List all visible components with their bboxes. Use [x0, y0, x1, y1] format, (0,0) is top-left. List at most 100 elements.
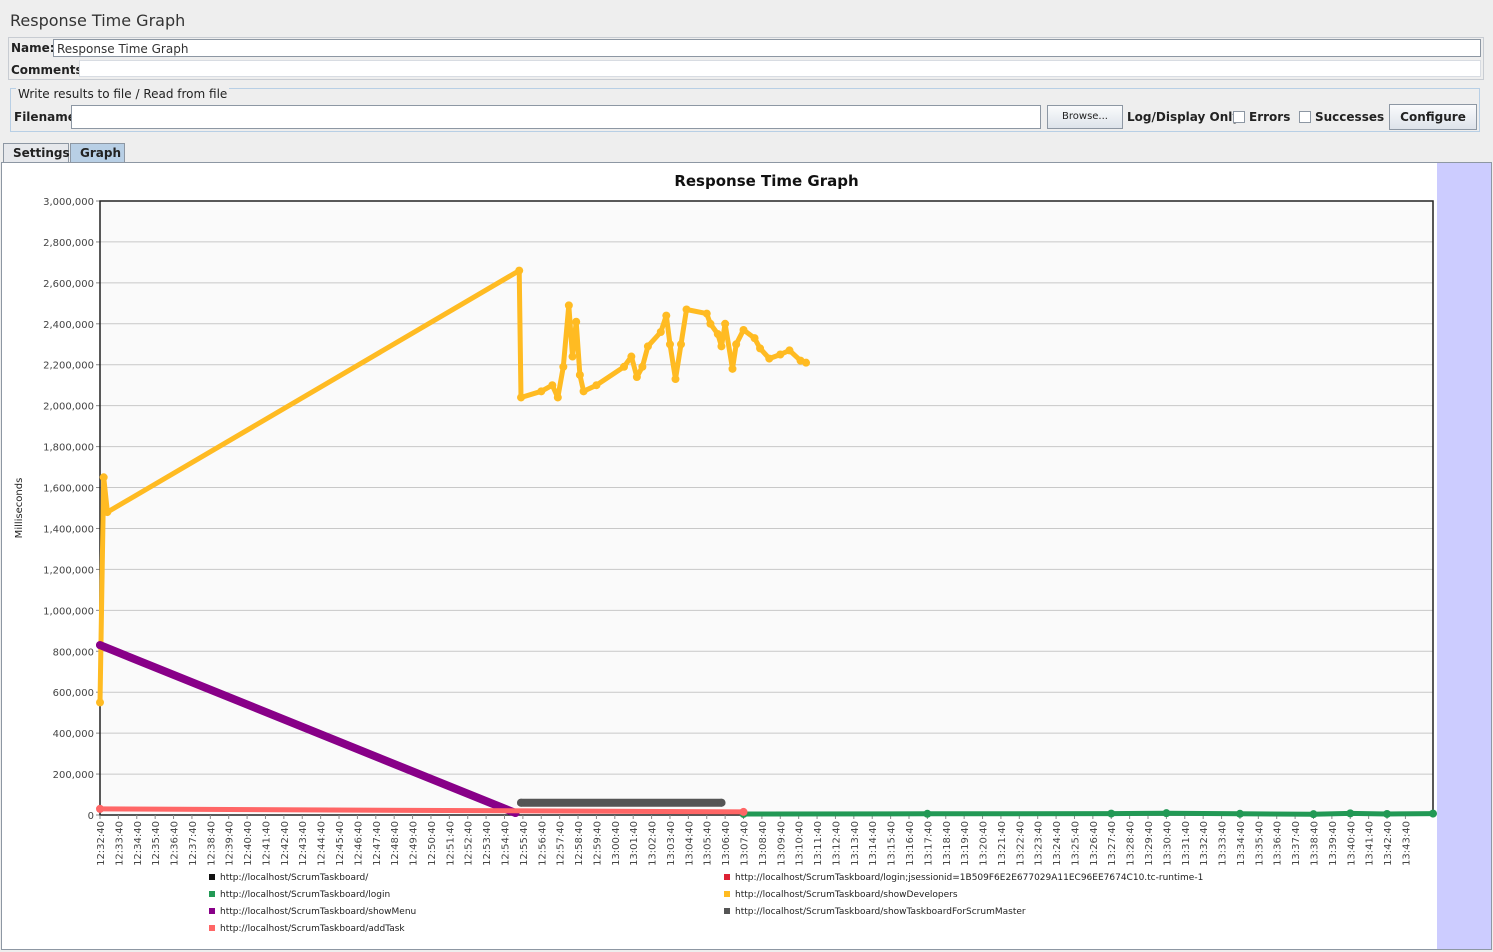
comments-input[interactable] [79, 60, 1481, 77]
x-tick-label: 12:55:40 [519, 821, 530, 866]
data-point [776, 350, 785, 359]
name-input[interactable]: Response Time Graph [53, 39, 1481, 57]
data-point [620, 362, 629, 371]
data-point [553, 393, 562, 402]
x-tick-label: 12:56:40 [537, 821, 548, 866]
x-tick-label: 13:36:40 [1273, 821, 1284, 866]
x-tick-label: 12:48:40 [390, 821, 401, 866]
data-point [765, 354, 774, 363]
data-point [717, 342, 726, 351]
y-tick-label: 600,000 [53, 688, 94, 699]
data-point [575, 370, 584, 379]
series-line [96, 641, 520, 817]
y-tick-label: 2,400,000 [43, 320, 94, 331]
x-tick-label: 12:41:40 [261, 821, 272, 866]
file-group-legend: Write results to file / Read from file [16, 87, 230, 101]
data-point [537, 387, 546, 396]
filename-input[interactable] [71, 105, 1041, 129]
x-tick-label: 13:06:40 [721, 821, 732, 866]
x-tick-label: 13:02:40 [648, 821, 659, 866]
y-tick-label: 3,000,000 [43, 197, 94, 208]
data-point [103, 508, 112, 517]
data-point [677, 340, 686, 349]
x-tick-label: 12:58:40 [574, 821, 585, 866]
data-point [665, 340, 674, 349]
x-tick-label: 13:23:40 [1034, 821, 1045, 866]
data-point [592, 381, 601, 390]
legend-swatch [209, 891, 215, 897]
data-point [638, 362, 647, 371]
legend-swatch [724, 908, 730, 914]
legend-swatch [209, 925, 215, 931]
configure-button[interactable]: Configure [1389, 104, 1477, 130]
data-point [517, 393, 526, 402]
x-tick-label: 13:10:40 [795, 821, 806, 866]
data-point [713, 330, 722, 339]
data-point [785, 346, 794, 355]
x-tick-label: 13:32:40 [1199, 821, 1210, 866]
y-tick-label: 800,000 [53, 647, 94, 658]
x-tick-label: 12:42:40 [280, 821, 291, 866]
y-tick-label: 1,000,000 [43, 606, 94, 617]
x-tick-label: 13:19:40 [960, 821, 971, 866]
plot-background [100, 201, 1433, 815]
successes-checkbox[interactable] [1299, 111, 1311, 123]
data-point [1429, 809, 1437, 818]
data-point [1235, 809, 1244, 818]
browse-button[interactable]: Browse... [1047, 105, 1123, 129]
comments-label: Comments: [11, 63, 88, 77]
x-tick-label: 13:11:40 [813, 821, 824, 866]
legend-entry: http://localhost/ScrumTaskboard/login [220, 890, 390, 900]
x-tick-label: 13:09:40 [776, 821, 787, 866]
x-tick-label: 12:38:40 [206, 821, 217, 866]
y-tick-label: 2,200,000 [43, 361, 94, 372]
x-tick-label: 12:49:40 [409, 821, 420, 866]
data-point [756, 344, 765, 353]
y-tick-label: 400,000 [53, 729, 94, 740]
x-tick-label: 13:13:40 [850, 821, 861, 866]
x-tick-label: 13:34:40 [1236, 821, 1247, 866]
x-tick-label: 13:38:40 [1309, 821, 1320, 866]
x-tick-label: 13:35:40 [1254, 821, 1265, 866]
data-point [1346, 809, 1355, 818]
x-tick-label: 12:54:40 [500, 821, 511, 866]
x-tick-label: 13:33:40 [1218, 821, 1229, 866]
x-tick-label: 12:35:40 [151, 821, 162, 866]
data-point [717, 798, 726, 807]
data-point [579, 387, 588, 396]
data-point [732, 340, 741, 349]
x-tick-label: 13:43:40 [1401, 821, 1412, 866]
legend-entry: http://localhost/ScrumTaskboard/addTask [220, 924, 405, 934]
x-tick-label: 12:59:40 [592, 821, 603, 866]
data-point [632, 373, 641, 382]
x-tick-label: 12:46:40 [353, 821, 364, 866]
x-tick-label: 13:18:40 [942, 821, 953, 866]
successes-label: Successes [1315, 110, 1385, 124]
y-axis-label: Milliseconds [14, 478, 25, 539]
y-tick-label: 200,000 [53, 770, 94, 781]
data-point [728, 364, 737, 373]
data-point [572, 317, 581, 326]
data-point [96, 698, 104, 707]
data-point [627, 352, 636, 361]
tab-settings[interactable]: Settings [3, 143, 70, 163]
comments-row: Comments: [8, 59, 1484, 80]
x-tick-label: 12:52:40 [464, 821, 475, 866]
x-tick-label: 13:01:40 [629, 821, 640, 866]
response-time-chart: 0 200,000 400,000 600,000 800,000 1,000,000 1,… [14, 172, 1437, 934]
data-point [1162, 809, 1171, 818]
legend-entry: http://localhost/ScrumTaskboard/showDeve… [735, 890, 958, 900]
tab-graph[interactable]: Graph [70, 143, 125, 164]
data-point [739, 807, 748, 816]
x-tick-label: 12:33:40 [114, 821, 125, 866]
x-tick-label: 13:05:40 [703, 821, 714, 866]
x-tick-label: 13:15:40 [887, 821, 898, 866]
x-tick-label: 12:43:40 [298, 821, 309, 866]
legend-swatch [724, 891, 730, 897]
data-point [99, 473, 108, 482]
x-tick-label: 13:22:40 [1015, 821, 1026, 866]
errors-checkbox[interactable] [1233, 111, 1245, 123]
data-point [96, 804, 104, 813]
data-point [559, 362, 568, 371]
x-tick-label: 12:50:40 [427, 821, 438, 866]
